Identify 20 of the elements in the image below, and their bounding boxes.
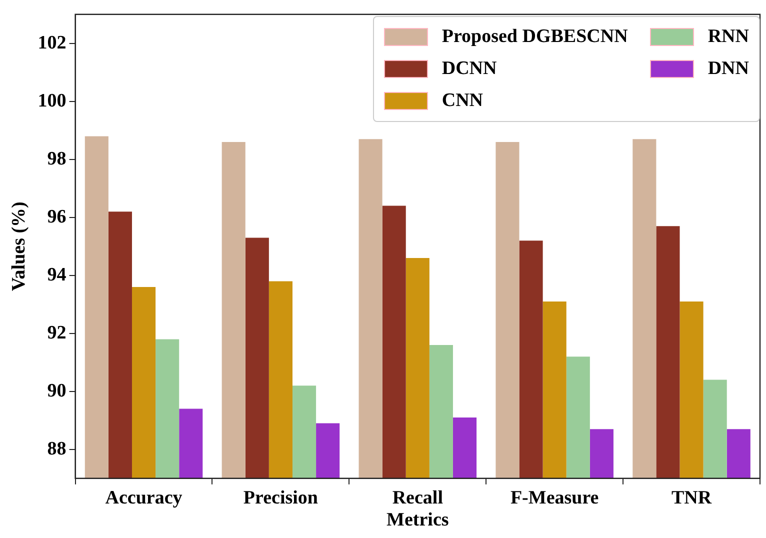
x-tick-label: Precision — [243, 488, 318, 509]
x-tick-label: Recall — [392, 488, 443, 509]
y-axis-title: Values (%) — [8, 202, 30, 292]
y-tick-label: 100 — [38, 90, 66, 112]
legend-label: DNN — [708, 58, 749, 80]
legend-label: RNN — [708, 26, 749, 48]
legend-label: Proposed DGBESCNN — [442, 26, 628, 48]
y-tick-label: 90 — [47, 380, 66, 402]
x-tick-label: F-Measure — [510, 488, 599, 509]
y-tick-label: 94 — [47, 264, 67, 286]
y-tick-label: 96 — [47, 206, 66, 228]
x-tick-label: TNR — [671, 488, 712, 509]
y-tick-label: 92 — [47, 322, 66, 344]
x-axis-title: Metrics — [386, 510, 449, 531]
y-tick-label: 98 — [47, 148, 66, 170]
legend-label: CNN — [442, 90, 484, 112]
legend-label: DCNN — [442, 58, 497, 80]
y-tick-label: 102 — [38, 32, 66, 54]
y-tick-label: 88 — [47, 438, 66, 460]
x-tick-label: Accuracy — [105, 488, 183, 509]
